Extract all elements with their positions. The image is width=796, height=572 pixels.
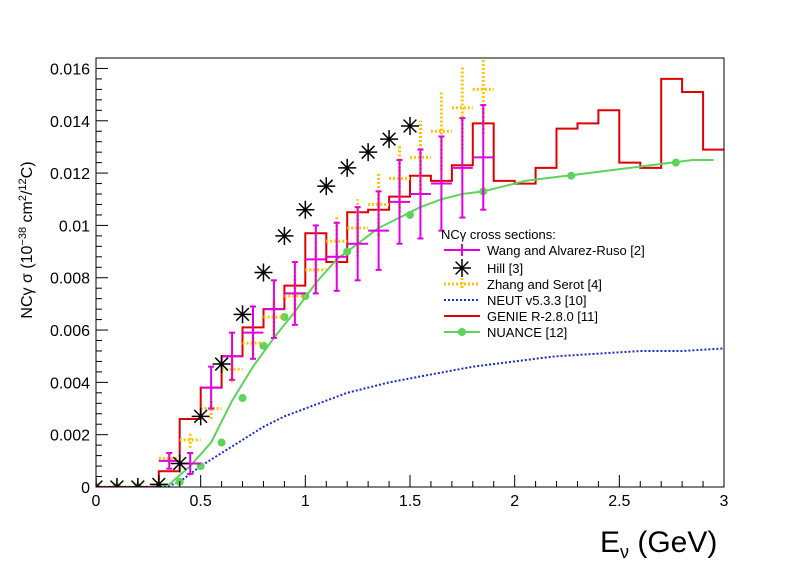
hill-point (212, 355, 231, 374)
hill-point (254, 263, 273, 282)
legend-entry-label: NEUT v5.3.3 [10] (487, 293, 586, 308)
hill-point (380, 130, 399, 149)
hill-point-stroke (298, 202, 313, 217)
hill-point-stroke (340, 160, 355, 175)
hill-point (96, 478, 105, 487)
nuance-point (343, 247, 352, 256)
genie-series-histogram (96, 77, 724, 487)
hill-point (338, 158, 357, 177)
x-tick-label: 3 (720, 493, 729, 510)
y-tick-label: 0.012 (50, 166, 90, 183)
hill-point-stroke (172, 456, 187, 471)
hill-point-stroke (319, 179, 334, 194)
y-axis-title-pre: NCγ σ (10 (19, 245, 36, 318)
hill-point-stroke (235, 307, 250, 322)
legend-entry-label: Zhang and Serot [4] (487, 277, 602, 292)
hill-point-stroke (277, 228, 292, 243)
legend-entry-label: GENIE R-2.8.0 [11] (487, 309, 598, 324)
hill-point (317, 177, 336, 196)
axes-layer: 0 0.5 1 1.5 2 2.5 3 0 0.002 0.004 0.006 0.008 0.01 0.… (50, 57, 729, 510)
x-tick-label: 1.5 (399, 493, 421, 510)
hill-point-stroke (361, 145, 376, 160)
x-axis-title-sub: ν (620, 542, 629, 562)
hill-point (191, 407, 210, 426)
legend-swatch-nuance-marker (458, 328, 466, 336)
y-tick-label: 0.002 (50, 428, 90, 445)
hill-point-stroke (110, 480, 118, 487)
hill-point-stroke (214, 357, 229, 371)
x-tick-label: 1 (301, 493, 310, 510)
hill-point-stroke (115, 480, 124, 487)
y-tick-label: 0.01 (59, 218, 90, 235)
x-tick-label: 0 (92, 493, 101, 510)
hill-point (401, 117, 419, 136)
y-axis-title-exp3: 12 (17, 178, 29, 190)
y-tick-label: 0.016 (50, 61, 90, 78)
y-axis-title-exp1: −38 (17, 227, 29, 246)
y-axis-title: NCγ σ (10−38 cm2/12C) (17, 161, 36, 318)
x-tick-label: 0.5 (190, 493, 212, 510)
hill-point (296, 200, 315, 219)
x-axis-title: Eν (GeV) (600, 526, 717, 562)
legend-title: NCγ cross sections: (441, 227, 556, 242)
hill-point (275, 226, 294, 245)
y-axis-title-post: C) (19, 161, 36, 178)
y-axis-title-mid: cm (19, 201, 36, 227)
y-axis-title-slash: / (19, 190, 36, 195)
x-tick-label: 2.5 (608, 493, 630, 510)
nuance-point (238, 394, 247, 403)
hill-point (233, 305, 252, 324)
nuance-point (259, 341, 268, 350)
y-axis-title-exp2: 2 (17, 195, 29, 201)
hill-point-stroke (256, 265, 271, 280)
legend: NCγ cross sections: Wang and Alvarez-Rus… (441, 227, 645, 340)
nuance-point (671, 158, 680, 167)
nuance-point (217, 438, 226, 447)
hill-point-stroke (96, 480, 103, 487)
x-axis-title-main: E (600, 526, 620, 559)
nuance-point (567, 171, 576, 180)
hill-point-stroke (382, 132, 396, 146)
legend-entry-label: Hill [3] (487, 261, 523, 276)
hill-point-stroke (136, 480, 145, 487)
hill-point-stroke (403, 119, 417, 133)
legend-swatch-hill (453, 259, 471, 277)
y-tick-label: 0.014 (50, 114, 90, 131)
plot-data-layer (96, 58, 724, 487)
plot-clipped-area (96, 58, 724, 487)
y-tick-label: 0 (81, 480, 90, 497)
x-axis-title-unit: (GeV) (629, 526, 717, 559)
y-tick-label: 0.008 (50, 271, 90, 288)
neut-series-line (96, 347, 724, 487)
x-tick-label: 2 (510, 493, 519, 510)
hill-point-stroke (455, 261, 469, 275)
hill-point-stroke (130, 480, 139, 487)
hill-point (170, 454, 189, 473)
y-tick-label: 0.004 (50, 375, 90, 392)
nuance-point (406, 210, 414, 219)
legend-entry-label: NUANCE [12] (487, 325, 567, 340)
y-tick-label: 0.006 (50, 323, 90, 340)
hill-point-stroke (193, 409, 208, 424)
hill-point (359, 143, 378, 162)
legend-entry-label: Wang and Alvarez-Ruso [2] (487, 243, 645, 258)
